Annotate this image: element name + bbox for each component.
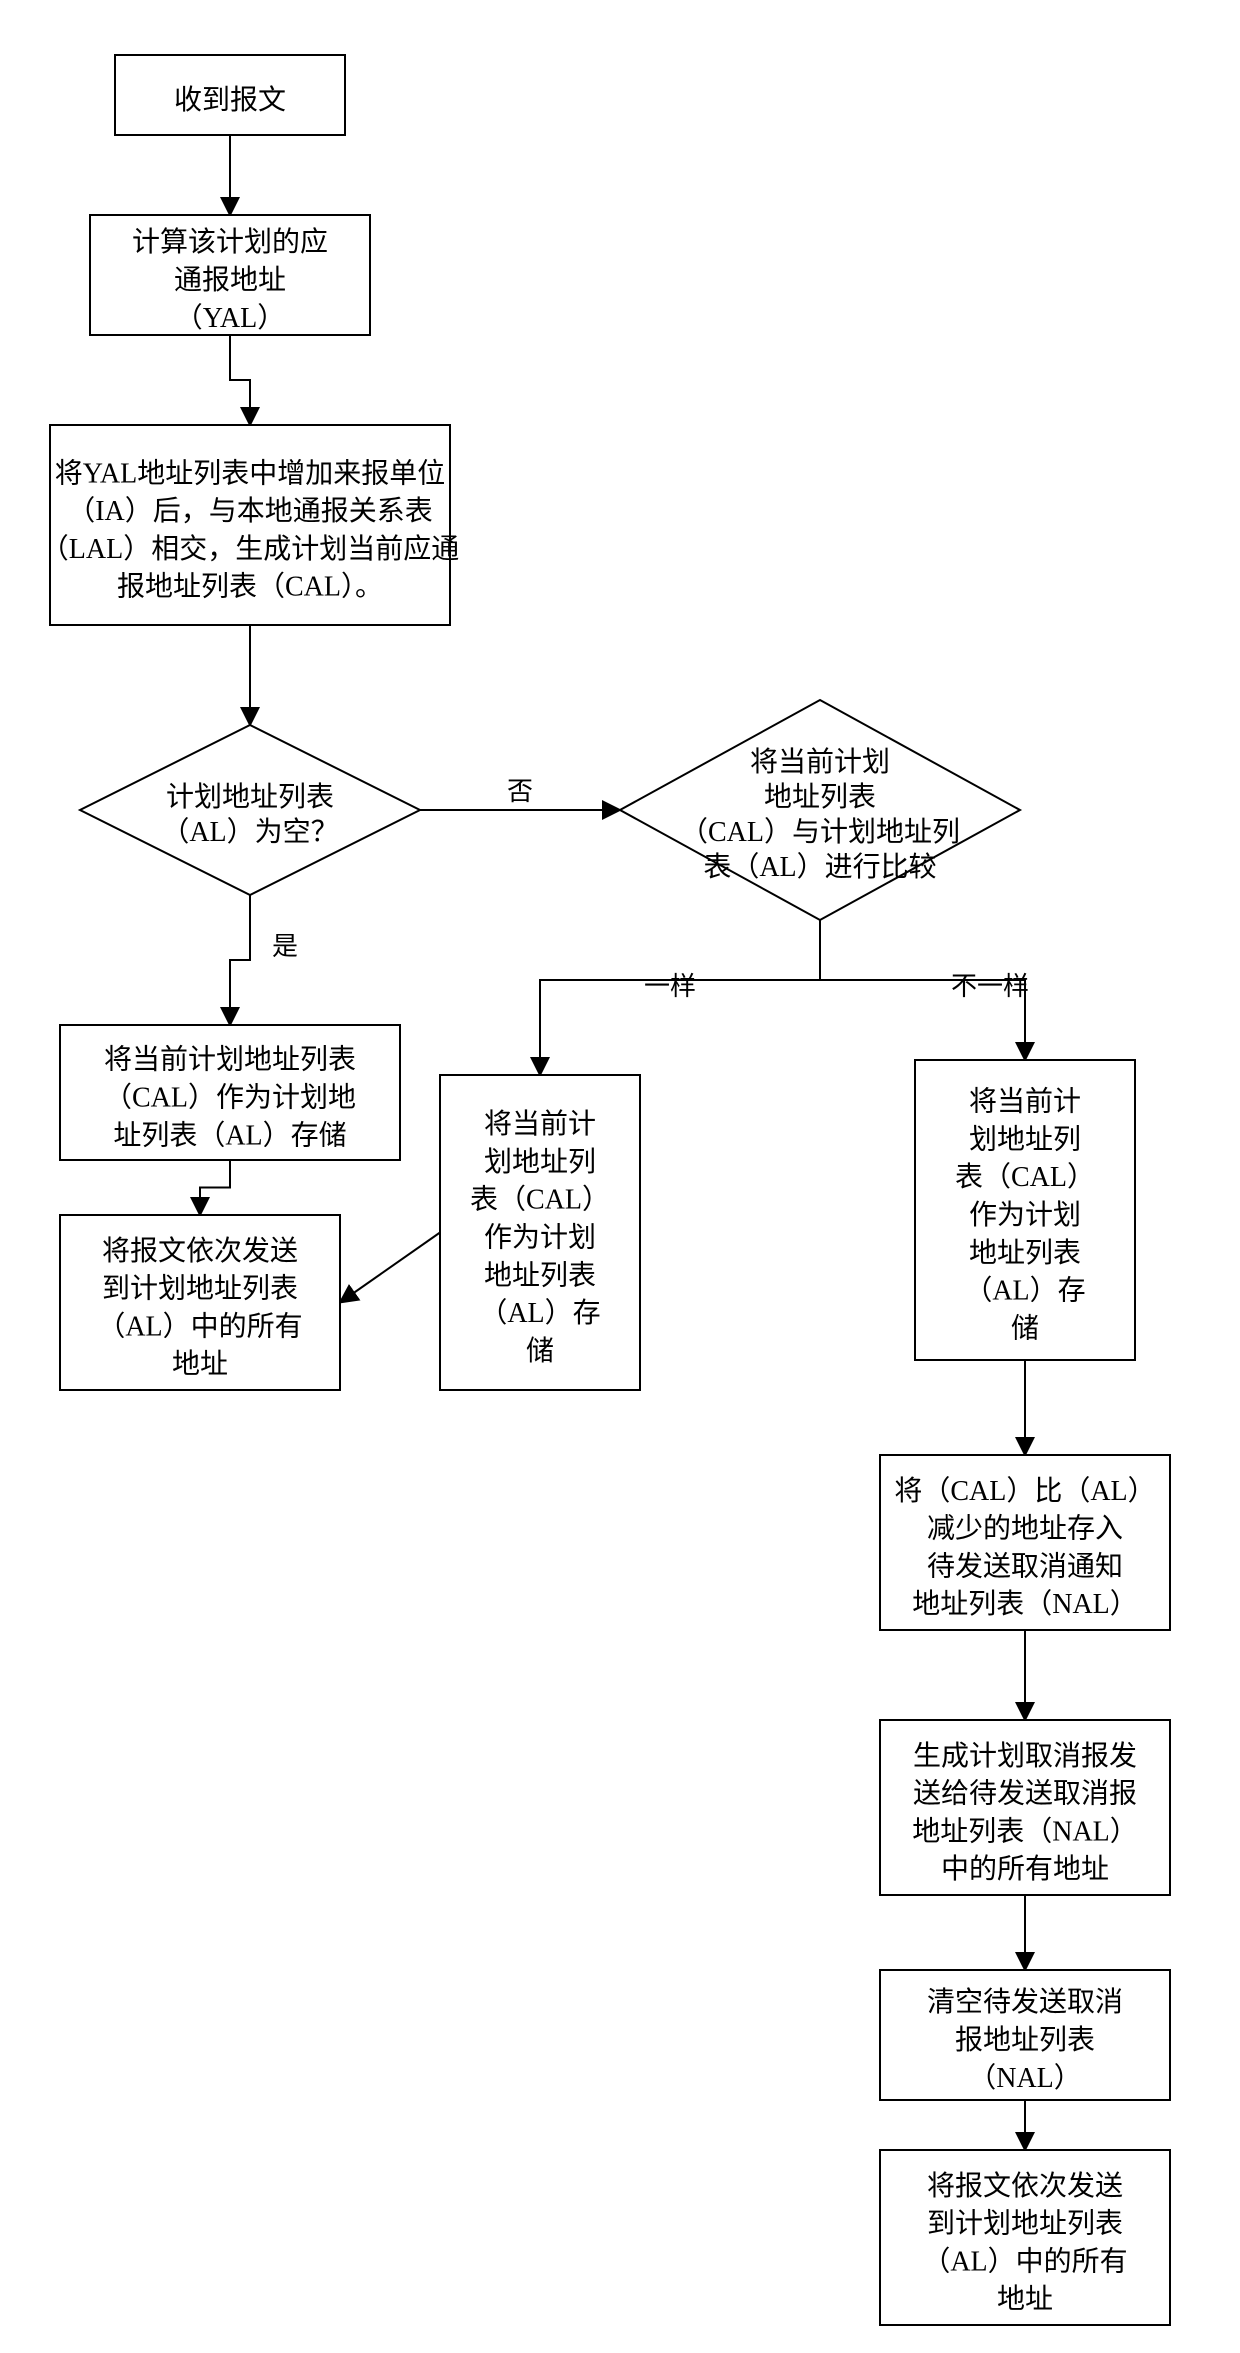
n_start: 收到报文 [115,55,345,135]
n_send_right: 将报文依次发送到计划地址列表 （AL）中的所有地址 [880,2150,1170,2325]
n_send_left: 将报文依次发送到计划地址列表 （AL）中的所有地址 [60,1215,340,1390]
n_clear-line-2: （NAL） [968,2062,1082,2094]
n_store_left-line-2: 址列表（AL）存储 [113,1119,346,1151]
n_cal-line-1: （IA）后，与本地通报关系表 [67,495,433,527]
n_clear-line-1: 报地址列表 [955,2024,1095,2056]
n_store_mid-line-1: 划地址列 [484,1146,596,1178]
edge-n_store_mid-n_send_left [340,1233,440,1303]
d_compare-line-1: 地址列表 [764,781,876,813]
n_nal-line-3: 地址列表（NAL） [912,1588,1138,1620]
n_nal-line-2: 待发送取消通知 [927,1550,1123,1582]
n_clear-line-0: 清空待发送取消 [927,1986,1123,2018]
n_nal-line-0: 将（CAL）比（AL） [894,1475,1155,1507]
n_cancel: 生成计划取消报发送给待发送取消报地址列表（NAL） 中的所有地址 [880,1720,1170,1895]
n_yal-line-2: （YAL） [175,302,285,334]
n_store_left-line-0: 将当前计划地址列表 [104,1044,356,1076]
n_yal: 计算该计划的应通报地址 （YAL） [90,215,370,335]
n_nal-line-1: 减少的地址存入 [927,1513,1123,1545]
n_store_mid-line-4: 地址列表 [484,1259,596,1291]
n_yal-line-1: 通报地址 [174,264,286,296]
edge-label-3: 否 [507,777,533,806]
n_store_right-line-3: 作为计划 [969,1199,1081,1231]
d_compare-line-3: 表（AL）进行比较 [703,851,936,883]
n_store_mid-line-2: 表（CAL） [470,1184,610,1216]
n_send_left-line-2: （AL）中的所有 [97,1310,302,1342]
n_cal-line-3: 报地址列表（CAL）。 [117,571,383,603]
d_compare-line-0: 将当前计划 [750,746,890,778]
d_compare-line-2: （CAL）与计划地址列 [680,816,960,848]
edge-n_store_left-n_send_left [200,1160,230,1215]
n_send_left-line-0: 将报文依次发送 [102,1235,298,1267]
edge-label-6: 一样 [644,972,696,1001]
n_store_mid: 将当前计划地址列表（CAL） 作为计划地址列表 （AL）存储 [440,1075,640,1390]
n_store_mid-line-3: 作为计划 [484,1221,596,1253]
n_send_left-line-1: 到计划地址列表 [102,1273,298,1305]
n_cancel-line-2: 地址列表（NAL） [912,1815,1138,1847]
d_alempty: 计划地址列表（AL）为空？ [80,725,420,895]
d_alempty-line-0: 计划地址列表 [166,781,334,813]
n_nal: 将（CAL）比（AL） 减少的地址存入待发送取消通知地址列表（NAL） [880,1455,1170,1630]
n_clear: 清空待发送取消报地址列表 （NAL） [880,1970,1170,2100]
edge-label-7: 不一样 [951,972,1029,1001]
edge-d_alempty-n_store_left [230,895,250,1025]
n_store_right-line-0: 将当前计 [969,1086,1081,1118]
n_send_right-line-3: 地址 [997,2283,1053,2315]
n_store_mid-line-6: 储 [526,1335,554,1367]
d_compare: 将当前计划地址列表（CAL）与计划地址列表（AL）进行比较 [620,700,1020,920]
n_store_left-line-1: （CAL）作为计划地 [104,1081,356,1113]
n_send_right-line-2: （AL）中的所有 [922,2245,1127,2277]
n_cancel-line-0: 生成计划取消报发 [913,1740,1137,1772]
n_store_right-line-5: （AL）存 [964,1275,1085,1307]
n_store_right-line-2: 表（CAL） [955,1161,1095,1193]
n_cal-line-0: 将YAL地址列表中增加来报单位 [55,457,445,489]
n_store_right: 将当前计划地址列表（CAL） 作为计划地址列表 （AL）存储 [915,1060,1135,1360]
n_cancel-line-3: 中的所有地址 [941,1853,1109,1885]
n_cal: 将YAL地址列表中增加来报单位 （IA）后，与本地通报关系表 （LAL）相交，生成计… [41,425,459,625]
flowchart-diagram: 否是一样 不一样 收到报文计算该计划的应通报地址 （YAL） 将YAL地址列表中增加来报… [0,0,1240,2353]
edge-label-4: 是 [272,932,298,961]
edge-n_yal-n_cal [230,335,250,425]
n_yal-line-0: 计算该计划的应 [132,226,328,258]
n_store_mid-line-5: （AL）存 [479,1297,600,1329]
n_cal-line-2: （LAL）相交，生成计划当前应通 [41,533,459,565]
n_send_left-line-3: 地址 [172,1348,228,1380]
n_store_left: 将当前计划地址列表 （CAL）作为计划地址列表（AL）存储 [60,1025,400,1160]
d_alempty-line-1: （AL）为空？ [161,816,338,848]
n_store_right-line-1: 划地址列 [969,1123,1081,1155]
n_send_right-line-1: 到计划地址列表 [927,2208,1123,2240]
n_send_right-line-0: 将报文依次发送 [927,2170,1123,2202]
n_store_mid-line-0: 将当前计 [484,1108,596,1140]
n_store_right-line-6: 储 [1011,1312,1039,1344]
n_cancel-line-1: 送给待发送取消报 [913,1778,1137,1810]
n_start-line-0: 收到报文 [174,84,286,116]
n_store_right-line-4: 地址列表 [969,1237,1081,1269]
